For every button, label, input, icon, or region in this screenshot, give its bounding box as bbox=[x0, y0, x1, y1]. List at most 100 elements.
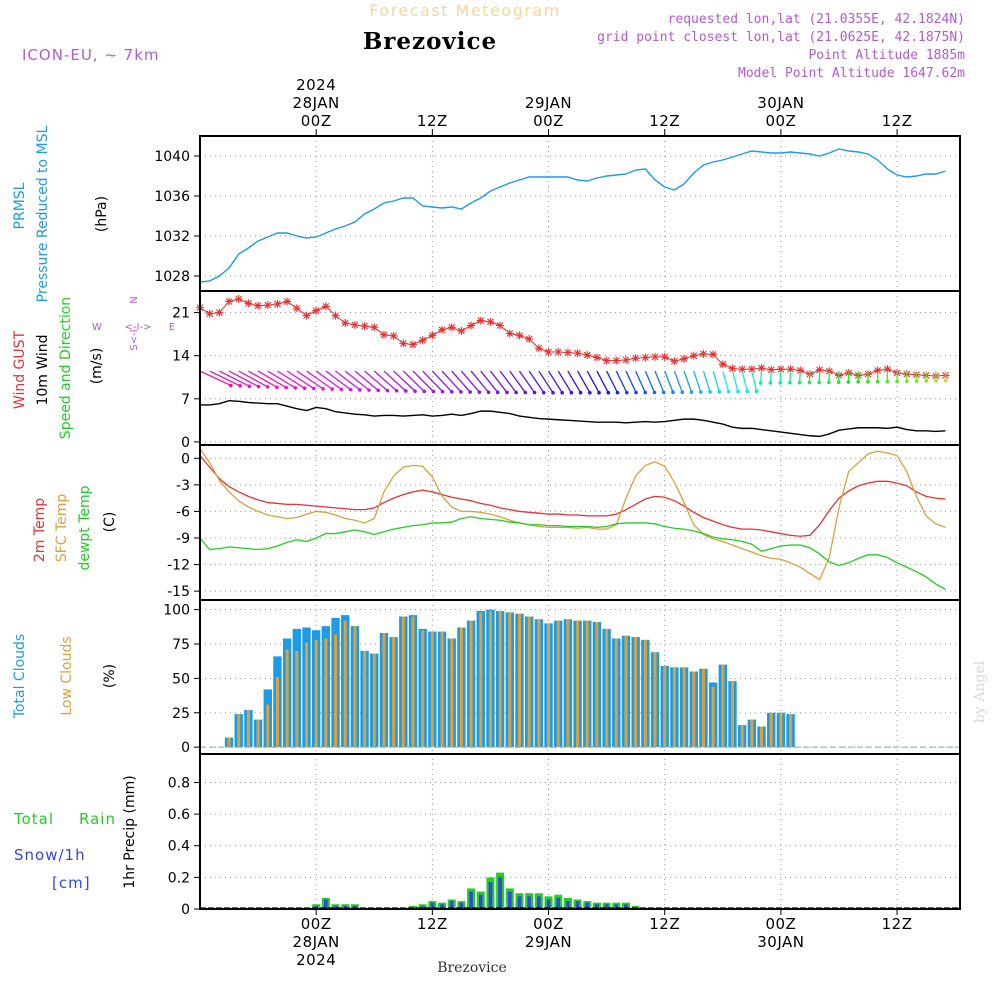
wind-arrow-head bbox=[579, 391, 583, 395]
low-cloud-bar bbox=[276, 677, 279, 747]
gust-marker bbox=[370, 323, 378, 331]
low-cloud-bar bbox=[547, 623, 550, 747]
low-cloud-bar bbox=[760, 727, 763, 748]
total-clouds-label: Total Clouds bbox=[12, 634, 28, 719]
y-tick-label: 0.2 bbox=[168, 870, 190, 886]
low-cloud-bar bbox=[286, 650, 289, 748]
low-cloud-bar bbox=[508, 612, 511, 747]
low-cloud-bar bbox=[654, 652, 657, 747]
gust-marker bbox=[293, 304, 301, 312]
wind-arrow bbox=[626, 371, 636, 392]
wind-arrow-head bbox=[284, 386, 288, 390]
gust-marker bbox=[332, 312, 340, 320]
wind-arrow-head bbox=[671, 390, 675, 394]
gust-marker bbox=[699, 350, 707, 358]
wind-arrow-head bbox=[808, 381, 812, 385]
precip-axis-label: 1hr Precip (mm) bbox=[122, 775, 138, 888]
snow-unit-label: [cm] bbox=[52, 874, 91, 892]
gust-marker bbox=[244, 299, 252, 307]
low-cloud-bar bbox=[489, 611, 492, 747]
gust-marker bbox=[661, 353, 669, 361]
wind-arrow-head bbox=[496, 391, 500, 395]
y-tick-label: 0 bbox=[181, 902, 190, 918]
y-tick-label: 1028 bbox=[154, 269, 190, 285]
gust-marker bbox=[225, 297, 233, 305]
low-cloud-bar bbox=[586, 621, 589, 748]
low-cloud-bar bbox=[373, 654, 376, 748]
low-cloud-bar bbox=[237, 714, 240, 747]
snow-bar bbox=[498, 877, 502, 909]
wind-arrow-head bbox=[769, 381, 773, 385]
wind-arrow-head bbox=[876, 380, 880, 384]
wind-arrow bbox=[636, 371, 646, 392]
wind-arrow-head bbox=[432, 390, 436, 394]
low-cloud-bar bbox=[595, 622, 598, 747]
wind-arrow-head bbox=[321, 387, 325, 391]
low-cloud-bar bbox=[683, 667, 686, 747]
compass-rose: N W <-I-> E S<-I bbox=[92, 296, 175, 350]
sfctemp-label: SFC Temp bbox=[54, 494, 70, 563]
low-cloud-bar bbox=[247, 710, 250, 747]
x-tick-label-top: 12Z bbox=[649, 112, 680, 130]
snow-bar bbox=[508, 892, 512, 909]
wind-arrow-head bbox=[827, 381, 831, 385]
wind-arrow bbox=[403, 371, 424, 391]
wind-arrow-head bbox=[718, 390, 722, 394]
gust-marker bbox=[496, 321, 504, 329]
total-label: Total bbox=[13, 810, 54, 828]
low-cloud-bar bbox=[663, 666, 666, 747]
x-tick-label-bottom: 12Z bbox=[882, 915, 913, 933]
wind-arrow-head bbox=[422, 390, 426, 394]
wind-arrow bbox=[452, 371, 470, 392]
x-tick-label-top: 12Z bbox=[882, 112, 913, 130]
low-cloud-bar bbox=[266, 705, 269, 748]
wind-arrow bbox=[519, 371, 534, 393]
gust-marker bbox=[254, 302, 262, 310]
low-cloud-bar bbox=[257, 720, 260, 748]
low-cloud-bar bbox=[702, 669, 705, 747]
x-tick-label-top: 30JAN bbox=[757, 94, 804, 112]
wind-arrow bbox=[423, 371, 443, 392]
wind-arrow bbox=[761, 371, 762, 383]
wind-arrow bbox=[597, 371, 608, 393]
low-cloud-bar bbox=[644, 640, 647, 747]
x-tick-label-bottom: 00Z bbox=[301, 915, 332, 933]
wind-arrow-head bbox=[736, 390, 740, 394]
gridpoint-coords: grid point closest lon,lat (21.0625E, 42… bbox=[597, 30, 965, 45]
low-cloud-bar bbox=[789, 714, 792, 747]
gust-marker bbox=[632, 354, 640, 362]
rain-label: Rain bbox=[79, 810, 116, 828]
gust-marker bbox=[670, 357, 678, 365]
low-cloud-bar bbox=[779, 713, 782, 747]
wind-arrow-head bbox=[634, 391, 638, 395]
wind-arrow-head bbox=[386, 389, 390, 393]
gust-marker bbox=[351, 321, 359, 329]
x-tick-label-bottom: 12Z bbox=[417, 915, 448, 933]
low-cloud-bar bbox=[605, 629, 608, 747]
gust-marker bbox=[380, 331, 388, 339]
x-tick-label-top: 00Z bbox=[301, 112, 332, 130]
wind-arrow-head bbox=[303, 386, 307, 390]
plot-layer: 10281032103610400714210-3-6-9-12-1502550… bbox=[154, 76, 960, 969]
wind-arrow-head bbox=[524, 391, 528, 395]
wind-arrow-head bbox=[886, 380, 890, 384]
y-tick-label: 0.6 bbox=[168, 807, 190, 823]
x-tick-label-bottom: 00Z bbox=[533, 915, 564, 933]
low-cloud-bar bbox=[528, 617, 531, 748]
wind-arrow-head bbox=[616, 391, 620, 395]
panel-precip: 00.20.40.60.8 bbox=[168, 754, 960, 918]
gust-marker bbox=[680, 355, 688, 363]
gust-marker bbox=[390, 332, 398, 340]
snow-bar bbox=[556, 898, 560, 909]
gust-marker bbox=[593, 354, 601, 362]
clouds-unit-label: (%) bbox=[102, 664, 118, 688]
wind-arrow bbox=[665, 371, 673, 392]
low-cloud-bar bbox=[402, 617, 405, 748]
gust-marker bbox=[438, 326, 446, 334]
wind-arrow-head bbox=[866, 380, 870, 384]
wind-arrow-head bbox=[247, 384, 251, 388]
gust-marker bbox=[545, 348, 553, 356]
wind-arrow-head bbox=[895, 380, 899, 384]
y-tick-label: 7 bbox=[181, 392, 190, 408]
snow-bar bbox=[469, 892, 473, 909]
